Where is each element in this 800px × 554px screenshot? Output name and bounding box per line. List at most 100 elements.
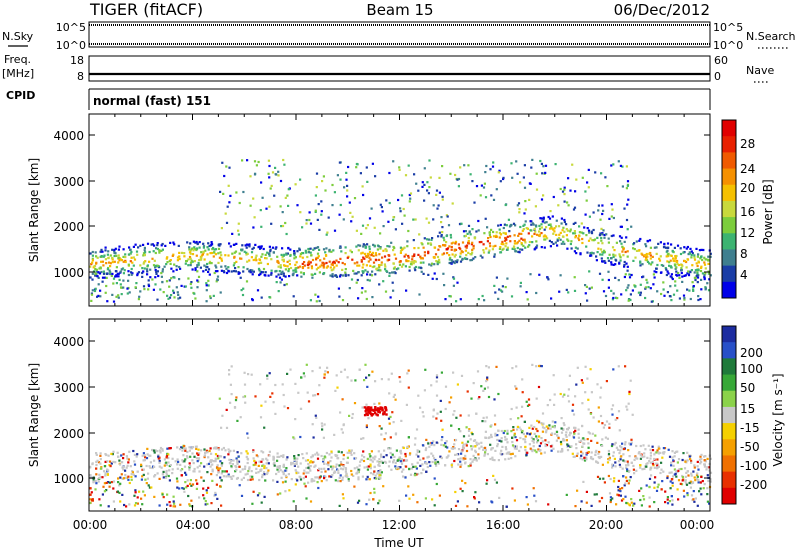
scatter-cell: [432, 440, 435, 443]
scatter-cell: [567, 177, 570, 180]
scatter-cell: [612, 368, 615, 371]
scatter-cell: [518, 211, 521, 214]
scatter-cell: [607, 452, 611, 456]
scatter-cell: [307, 261, 310, 264]
scatter-cell: [199, 266, 202, 269]
scatter-cell: [622, 248, 625, 251]
scatter-cell: [332, 249, 335, 252]
scatter-cell: [274, 412, 277, 415]
scatter-cell: [676, 289, 679, 292]
scatter-cell: [249, 175, 252, 178]
scatter-cell: [392, 262, 395, 265]
scatter-cell: [196, 242, 199, 246]
scatter-cell: [459, 430, 462, 433]
scatter-cell: [687, 274, 691, 277]
scatter-cell: [708, 502, 711, 505]
scatter-cell: [464, 457, 467, 460]
scatter-cell: [292, 272, 295, 275]
scatter-cell: [104, 246, 107, 249]
scatter-cell: [417, 472, 420, 476]
scatter-cell: [206, 451, 209, 454]
scatter-cell: [153, 459, 156, 462]
scatter-cell: [187, 264, 190, 267]
scatter-cell: [123, 503, 126, 507]
scatter-cell: [600, 455, 603, 458]
scatter-cell: [446, 252, 449, 255]
scatter-cell: [586, 451, 589, 454]
scatter-cell: [655, 451, 658, 454]
scatter-cell: [282, 465, 285, 468]
scatter-cell: [220, 227, 223, 230]
scatter-cell: [531, 241, 534, 244]
scatter-cell: [376, 472, 379, 475]
scatter-cell: [575, 454, 579, 457]
scatter-cell: [284, 474, 288, 477]
scatter-cell: [662, 288, 665, 291]
scatter-cell: [89, 501, 92, 505]
scatter-cell: [437, 204, 440, 207]
scatter-cell: [451, 261, 454, 264]
scatter-cell: [424, 368, 427, 371]
scatter-cell: [90, 491, 93, 494]
scatter-cell: [682, 489, 685, 492]
scatter-cell: [219, 476, 222, 479]
scatter-cell: [411, 258, 414, 261]
scatter-cell: [506, 451, 509, 454]
scatter-cell: [513, 447, 516, 450]
scatter-cell: [113, 250, 116, 253]
scatter-cell: [622, 459, 625, 462]
scatter-cell: [168, 447, 171, 450]
scatter-cell: [670, 276, 673, 279]
scatter-cell: [533, 232, 536, 235]
scatter-cell: [364, 363, 367, 366]
scatter-cell: [486, 226, 489, 229]
scatter-cell: [517, 250, 520, 253]
scatter-cell: [623, 447, 626, 451]
scatter-cell: [358, 264, 361, 267]
scatter-cell: [639, 264, 642, 267]
scatter-cell: [89, 466, 92, 469]
scatter-cell: [119, 258, 122, 261]
scatter-cell: [374, 175, 377, 178]
scatter-cell: [503, 429, 506, 433]
scatter-cell: [337, 457, 340, 460]
scatter-cell: [143, 261, 146, 264]
scatter-cell: [138, 295, 141, 298]
scatter-cell: [690, 250, 693, 253]
scatter-cell: [515, 160, 518, 163]
scatter-cell: [109, 465, 112, 468]
scatter-cell: [117, 248, 120, 251]
scatter-cell: [147, 288, 150, 291]
vel-cbar-tick-5: -50: [740, 440, 760, 454]
scatter-cell: [389, 296, 392, 299]
scatter-cell: [155, 270, 158, 273]
scatter-cell: [662, 452, 665, 455]
scatter-cell: [557, 204, 560, 207]
scatter-cell: [594, 171, 597, 174]
scatter-cell: [154, 264, 157, 267]
scatter-cell: [208, 449, 211, 453]
scatter-cell: [665, 273, 668, 277]
scatter-cell: [388, 272, 391, 275]
scatter-cell: [582, 437, 585, 440]
scatter-cell: [180, 446, 183, 449]
scatter-cell: [642, 275, 645, 278]
scatter-cell: [119, 500, 122, 503]
scatter-cell: [405, 289, 408, 292]
scatter-cell: [219, 243, 222, 246]
scatter-cell: [690, 472, 693, 475]
scatter-cell: [161, 248, 164, 251]
scatter-cell: [706, 466, 709, 469]
scatter-cell: [457, 185, 460, 188]
scatter-cell: [374, 252, 377, 255]
scatter-cell: [679, 252, 683, 256]
scatter-cell: [515, 406, 518, 409]
scatter-cell: [513, 242, 516, 245]
scatter-cell: [625, 218, 629, 222]
scatter-cell: [605, 380, 608, 383]
scatter-cell: [389, 447, 392, 450]
scatter-cell: [296, 250, 299, 253]
scatter-cell: [362, 437, 365, 440]
scatter-cell: [419, 261, 422, 264]
scatter-cell: [267, 469, 270, 472]
